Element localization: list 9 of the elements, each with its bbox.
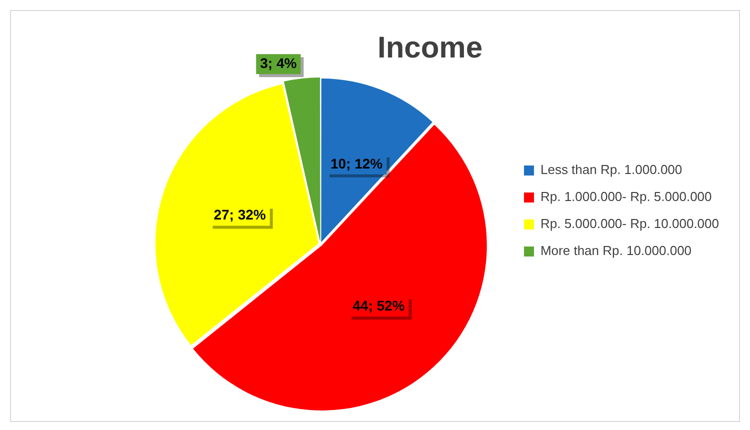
legend-label: Less than Rp. 1.000.000 xyxy=(540,162,682,178)
legend-label: Rp. 5.000.000- Rp. 10.000.000 xyxy=(540,216,720,232)
legend-label: More than Rp. 10.000.000 xyxy=(540,243,692,258)
data-label: 10; 12% xyxy=(330,155,384,172)
chart-title: Income xyxy=(377,31,483,64)
data-label: 27; 32% xyxy=(214,206,266,223)
data-label: 3; 4% xyxy=(260,54,298,71)
data-label: 44; 52% xyxy=(352,298,406,314)
legend-label: Rp. 1.000.000- Rp. 5.000.000 xyxy=(540,189,712,204)
